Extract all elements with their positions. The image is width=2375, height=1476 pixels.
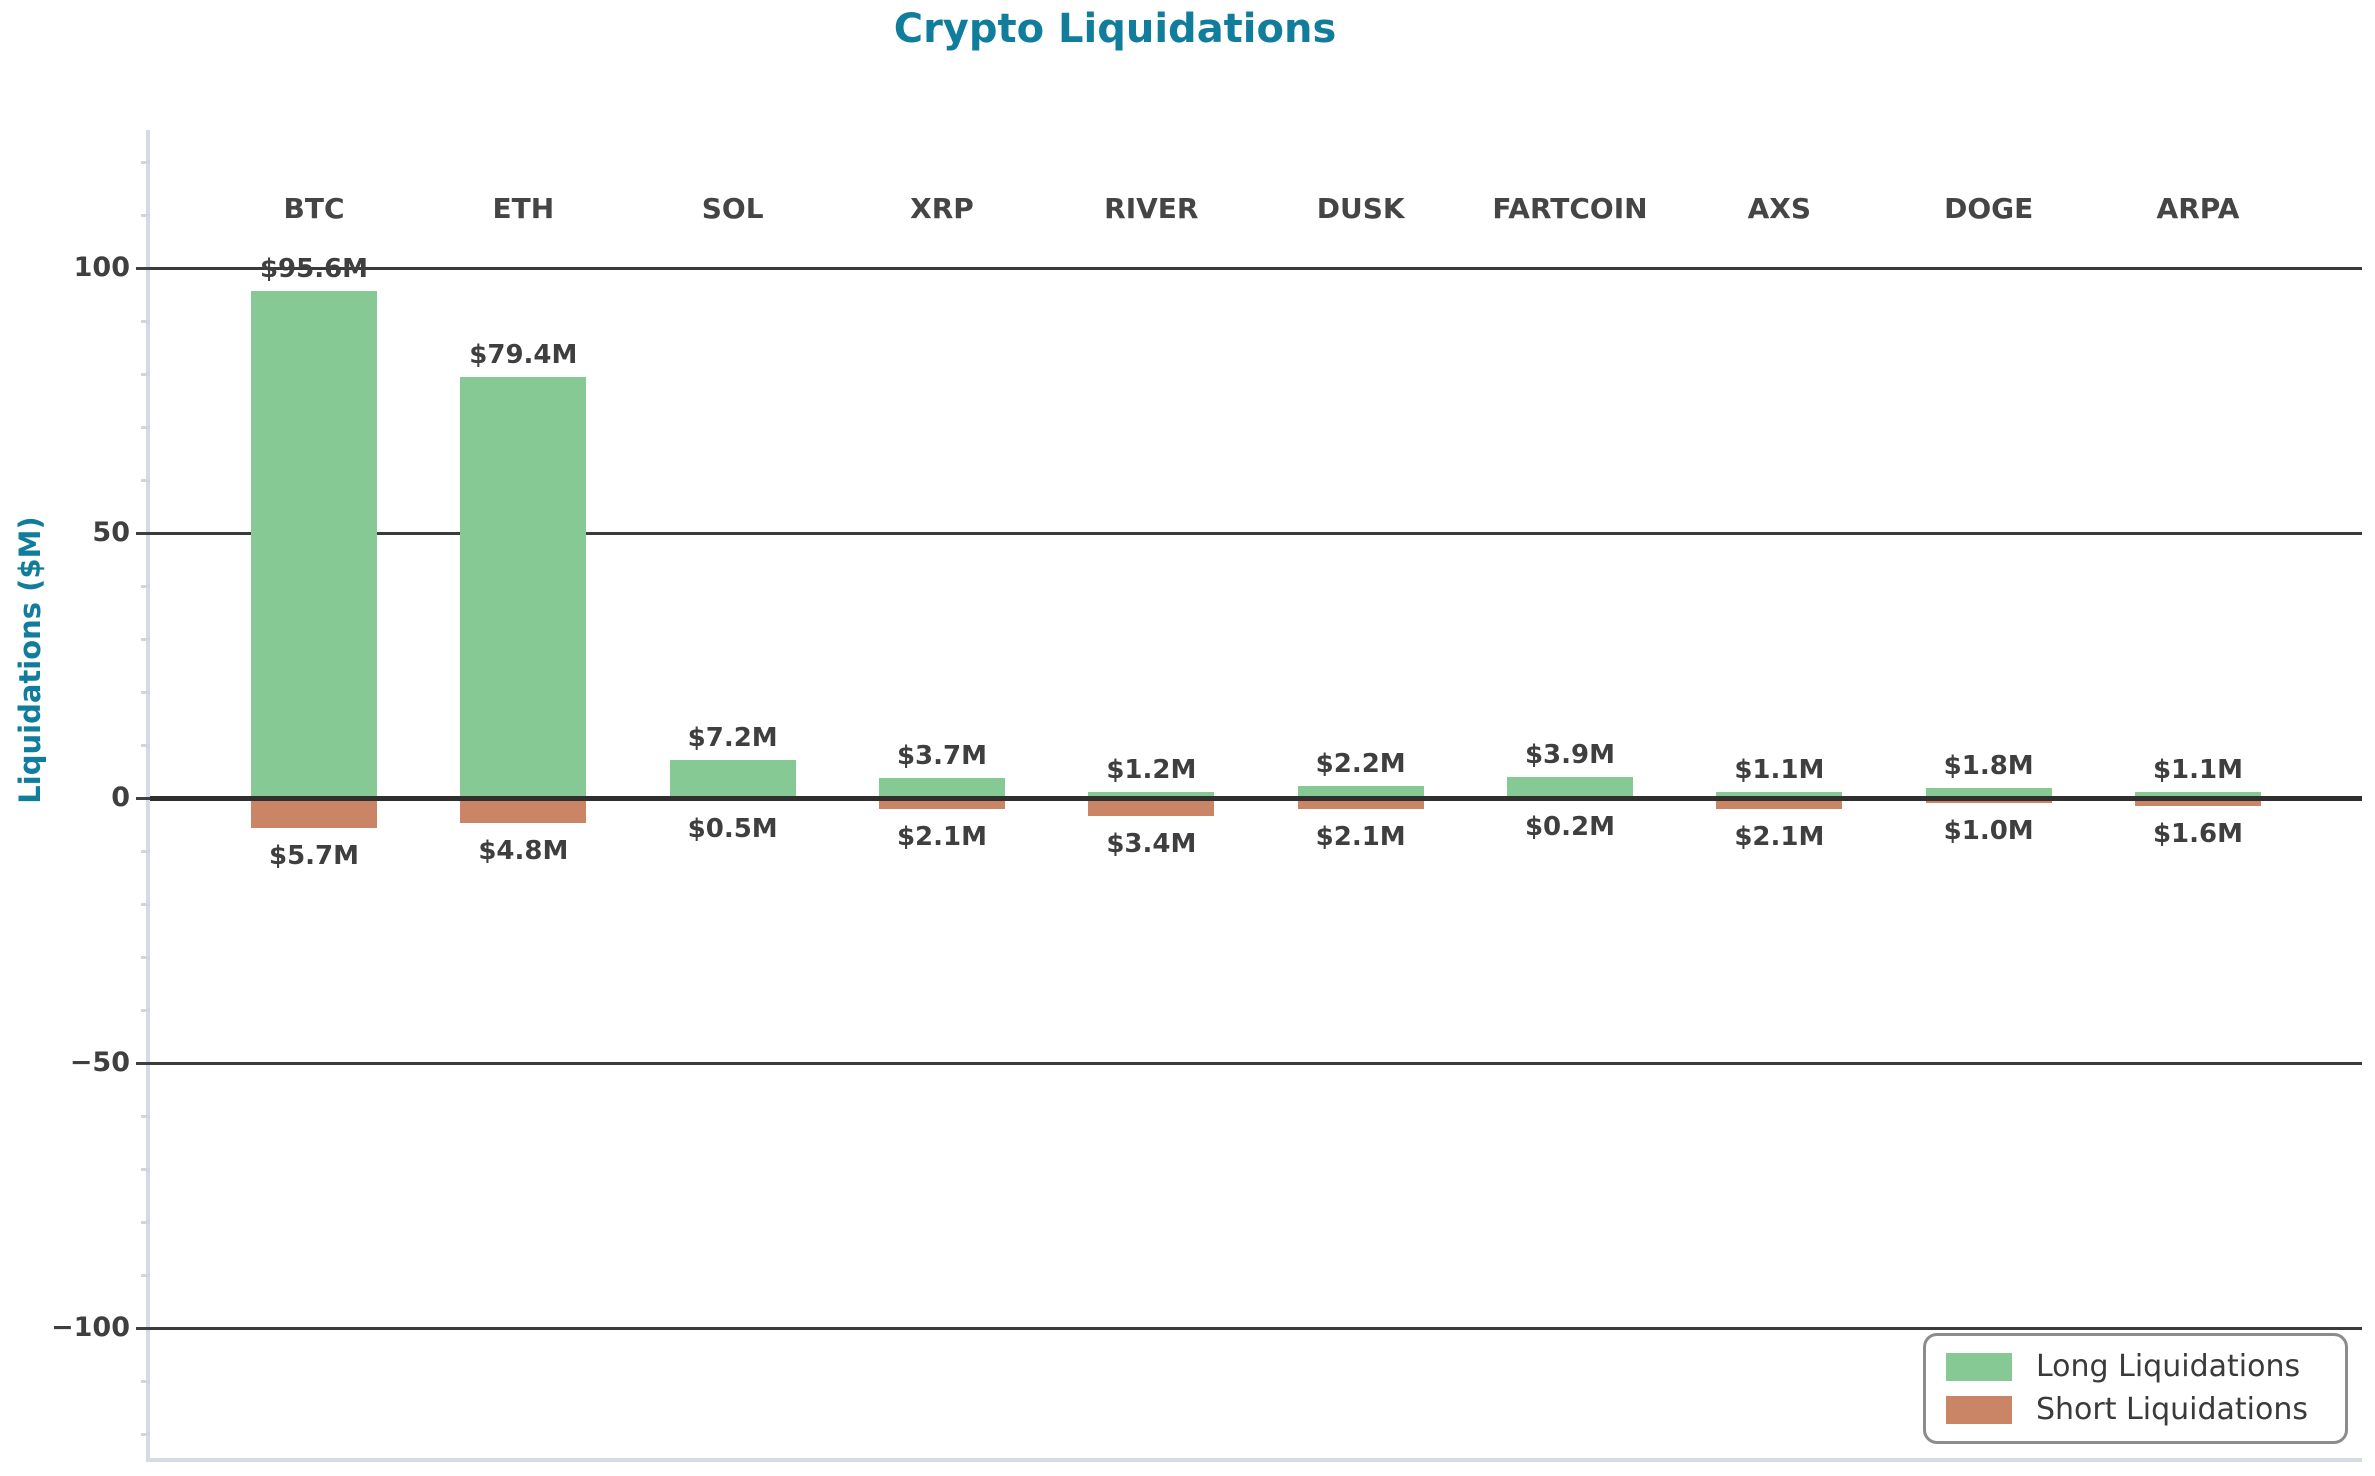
long-bar <box>1088 792 1215 798</box>
category-label: XRP <box>910 192 974 225</box>
y-axis-minor-tick <box>141 637 150 641</box>
y-axis-minor-tick <box>141 1379 150 1383</box>
gridline <box>150 531 2362 535</box>
long-value-label: $3.9M <box>1524 740 1615 770</box>
y-axis-minor-tick <box>141 1432 150 1436</box>
long-bar <box>1716 792 1843 798</box>
long-bar <box>1925 788 2052 798</box>
y-axis-minor-tick <box>141 1220 150 1224</box>
legend-label-short: Short Liquidations <box>2036 1392 2309 1428</box>
long-value-label: $1.2M <box>1106 755 1197 785</box>
category-label: ARPA <box>2156 192 2240 225</box>
y-axis-spine <box>146 130 150 1460</box>
chart-title: Crypto Liquidations <box>893 6 1337 52</box>
legend-label-long: Long Liquidations <box>2036 1348 2301 1384</box>
short-value-label: $1.6M <box>2152 819 2243 849</box>
y-tick-label: 100 <box>73 252 130 283</box>
long-value-label: $1.1M <box>1734 755 1825 785</box>
short-value-label: $0.5M <box>687 814 778 844</box>
long-bar <box>460 377 587 798</box>
y-axis-minor-tick <box>141 743 150 747</box>
y-axis-minor-tick <box>141 690 150 694</box>
y-axis-minor-tick <box>141 849 150 853</box>
y-axis-minor-tick <box>141 478 150 482</box>
y-axis-major-tick <box>136 1061 150 1065</box>
gridline <box>150 1061 2362 1065</box>
category-label: DUSK <box>1316 192 1405 225</box>
long-bar <box>251 291 377 798</box>
category-label: FARTCOIN <box>1492 192 1648 225</box>
y-axis-major-tick <box>136 1326 150 1330</box>
short-value-label: $2.1M <box>1315 822 1406 852</box>
y-axis-minor-tick <box>141 955 150 959</box>
short-liquidations-swatch-icon <box>1946 1396 2012 1425</box>
category-label: SOL <box>701 192 764 225</box>
category-label: BTC <box>283 192 345 225</box>
gridline <box>150 266 2362 270</box>
zero-line <box>150 795 2362 801</box>
short-value-label: $4.8M <box>478 836 569 866</box>
y-axis-minor-tick <box>141 902 150 906</box>
long-value-label: $79.4M <box>469 340 578 370</box>
y-axis-label: Liquidations ($M) <box>13 516 47 804</box>
long-value-label: $3.7M <box>896 741 987 771</box>
y-axis-minor-tick <box>141 1114 150 1118</box>
category-label: RIVER <box>1104 192 1199 225</box>
y-axis-minor-tick <box>141 372 150 376</box>
legend-item-long: Long Liquidations <box>1946 1348 2325 1384</box>
y-axis-minor-tick <box>141 425 150 429</box>
long-bar <box>1297 786 1424 798</box>
long-value-label: $1.1M <box>2152 755 2243 785</box>
category-label: ETH <box>492 192 555 225</box>
legend-item-short: Short Liquidations <box>1946 1395 2325 1425</box>
y-tick-label: −100 <box>51 1312 130 1343</box>
category-label: DOGE <box>1944 192 2034 225</box>
gridline <box>150 1326 2362 1330</box>
short-bar <box>1716 798 1843 809</box>
y-axis-minor-tick <box>141 1273 150 1277</box>
category-label: AXS <box>1747 192 1812 225</box>
long-bar <box>2134 792 2261 798</box>
long-liquidations-swatch-icon <box>1946 1352 2012 1381</box>
x-axis-spine <box>146 1458 2362 1462</box>
long-value-label: $95.6M <box>259 254 369 284</box>
short-value-label: $5.7M <box>268 841 360 871</box>
y-axis-minor-tick <box>141 160 150 164</box>
short-bar <box>2134 798 2261 806</box>
y-tick-label: 50 <box>92 517 130 548</box>
y-axis-major-tick <box>136 531 150 535</box>
y-axis-major-tick <box>136 266 150 270</box>
long-value-label: $7.2M <box>687 723 778 753</box>
short-bar <box>1925 798 2052 803</box>
short-value-label: $1.0M <box>1943 816 2034 846</box>
short-bar <box>251 798 377 828</box>
long-bar <box>669 760 796 798</box>
y-axis-minor-tick <box>141 1008 150 1012</box>
short-value-label: $2.1M <box>896 822 987 852</box>
y-axis-major-tick <box>136 796 150 800</box>
short-bar <box>1088 798 1215 816</box>
short-bar <box>460 798 587 823</box>
y-axis-minor-tick <box>141 213 150 217</box>
long-value-label: $2.2M <box>1315 749 1406 779</box>
short-bar <box>1297 798 1424 809</box>
long-bar <box>878 778 1005 798</box>
short-value-label: $2.1M <box>1734 822 1825 852</box>
y-axis-minor-tick <box>141 319 150 323</box>
short-value-label: $0.2M <box>1524 812 1615 842</box>
short-bar <box>878 798 1005 809</box>
y-tick-label: −50 <box>69 1047 130 1078</box>
y-axis-minor-tick <box>141 1167 150 1171</box>
short-value-label: $3.4M <box>1106 829 1197 859</box>
y-axis-minor-tick <box>141 584 150 588</box>
legend: Long Liquidations Short Liquidations <box>1923 1333 2348 1444</box>
y-tick-label: 0 <box>111 782 130 813</box>
long-value-label: $1.8M <box>1943 751 2034 781</box>
long-bar <box>1506 777 1633 798</box>
